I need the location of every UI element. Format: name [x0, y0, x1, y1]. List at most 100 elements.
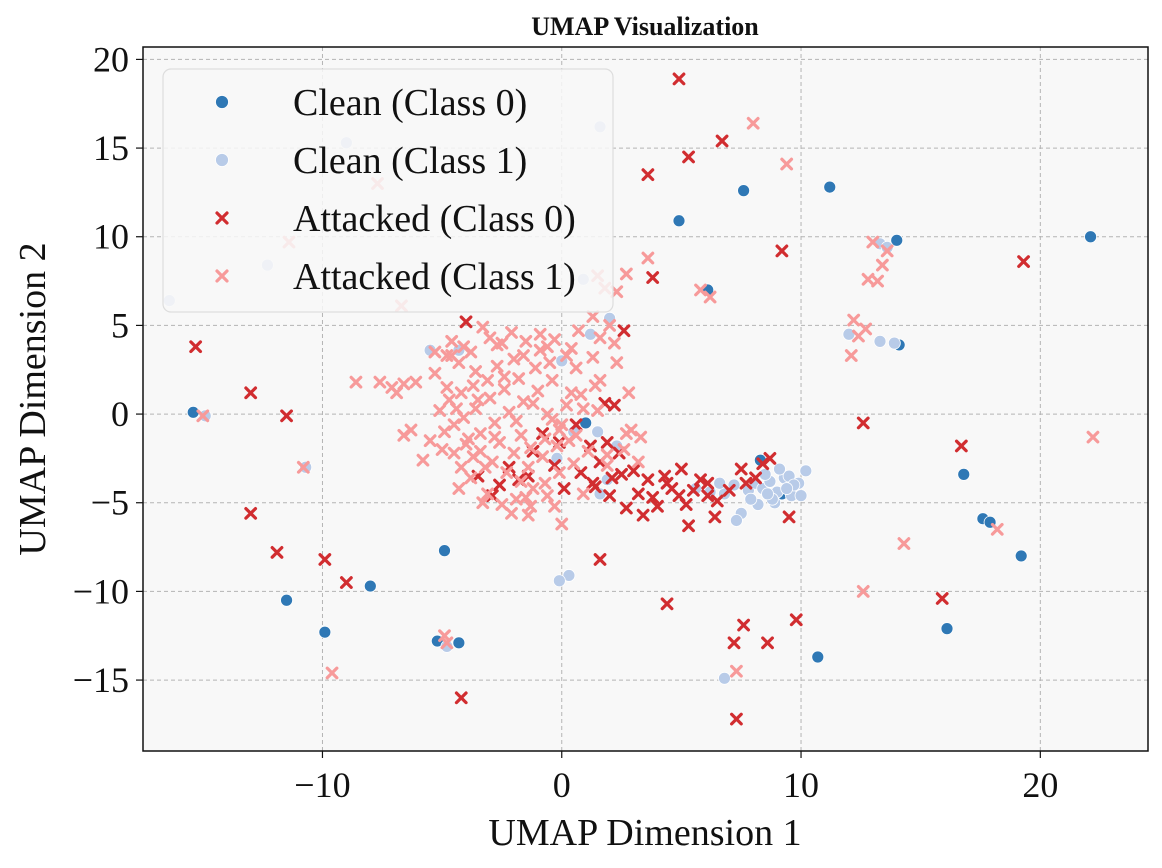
scatter-point [497, 382, 511, 396]
x-axis-ticks: −10 0 10 20 [294, 751, 1058, 805]
scatter-point [339, 576, 353, 589]
scatter-point [476, 320, 490, 334]
y-axis-label: UMAP Dimension 2 [12, 242, 54, 555]
scatter-point [694, 283, 707, 297]
scatter-point [605, 471, 619, 485]
scatter-point [588, 379, 602, 393]
scatter-point [682, 150, 695, 164]
scatter-point [529, 361, 542, 375]
x-axis-label: UMAP Dimension 1 [488, 812, 801, 854]
scatter-point [713, 476, 727, 490]
scatter-point [890, 233, 904, 247]
scatter-point [469, 365, 483, 378]
legend-label: Attacked (Class 0) [293, 198, 576, 240]
scatter-point [481, 487, 494, 501]
scatter-point [576, 402, 590, 416]
scatter-point [552, 423, 566, 437]
x-tick-label: −10 [294, 765, 350, 805]
scatter-point [524, 441, 538, 455]
scatter-point [493, 478, 506, 492]
scatter-point [631, 487, 645, 501]
scatter-point [500, 466, 514, 479]
scatter-point [619, 267, 633, 281]
scatter-point [761, 636, 774, 650]
scatter-point [730, 664, 743, 678]
scatter-point [646, 271, 660, 284]
data-points [162, 72, 1100, 726]
scatter-point [844, 349, 858, 362]
scatter-point [617, 324, 631, 338]
scatter-point [567, 457, 581, 471]
scatter-point [435, 443, 449, 456]
scatter-point [576, 487, 590, 501]
scatter-point [325, 666, 339, 680]
scatter-point [722, 483, 736, 497]
scatter-point [847, 313, 861, 327]
scatter-point [490, 359, 504, 373]
series-4 [196, 116, 1100, 680]
scatter-point [603, 319, 617, 332]
scatter-point [466, 450, 480, 464]
legend-marker [215, 95, 229, 109]
scatter-point [852, 329, 865, 343]
scatter-point [588, 480, 602, 494]
scatter-point [954, 439, 968, 453]
x-tick-label: 10 [783, 765, 819, 805]
scatter-point [799, 464, 813, 478]
scatter-point [560, 398, 573, 412]
scatter-point [509, 414, 523, 428]
scatter-point [533, 343, 547, 357]
scatter-point [526, 397, 540, 410]
scatter-point [1086, 430, 1100, 444]
scatter-point [940, 622, 954, 636]
scatter-point [483, 331, 497, 345]
scatter-point [538, 432, 552, 446]
scatter-point [875, 258, 889, 272]
y-axis-ticks: −15 −10 −5 0 5 10 15 20 [73, 39, 143, 700]
scatter-point [763, 452, 777, 465]
legend-marker [215, 211, 229, 225]
scatter-point [780, 482, 794, 495]
scatter-point [447, 418, 461, 432]
legend-label: Clean (Class 0) [293, 82, 527, 124]
scatter-point [299, 460, 313, 474]
chart-title: UMAP Visualization [531, 12, 759, 41]
scatter-point [505, 326, 518, 339]
scatter-point [459, 315, 473, 329]
scatter-point [555, 517, 569, 531]
scatter-point [665, 482, 679, 495]
scatter-point [607, 336, 621, 350]
scatter-point [538, 476, 552, 490]
scatter-point [708, 510, 722, 524]
y-tick-label: 20 [93, 39, 129, 79]
scatter-point [280, 409, 293, 423]
scatter-point [481, 373, 494, 387]
scatter-point [548, 459, 561, 472]
scatter-point [476, 496, 490, 510]
scatter-point [823, 180, 837, 194]
scatter-point [701, 489, 715, 503]
scatter-point [545, 412, 559, 426]
scatter-point [454, 460, 468, 474]
scatter-point [560, 349, 573, 362]
scatter-point [727, 636, 741, 650]
scatter-point [521, 460, 535, 474]
scatter-point [660, 597, 674, 611]
scatter-point [318, 625, 332, 639]
scatter-point [615, 467, 628, 481]
scatter-point [935, 592, 949, 605]
scatter-point [196, 409, 210, 423]
scatter-point [564, 342, 578, 355]
scatter-point [416, 453, 430, 467]
scatter-point [540, 489, 554, 503]
scatter-point [593, 553, 607, 566]
scatter-point [397, 428, 411, 442]
scatter-point [627, 464, 640, 478]
scatter-point [591, 404, 605, 417]
scatter-point [679, 498, 693, 511]
scatter-point [452, 356, 466, 370]
y-tick-label: −15 [73, 660, 129, 700]
scatter-point [552, 574, 566, 588]
scatter-point [730, 712, 743, 726]
scatter-point [641, 168, 655, 182]
